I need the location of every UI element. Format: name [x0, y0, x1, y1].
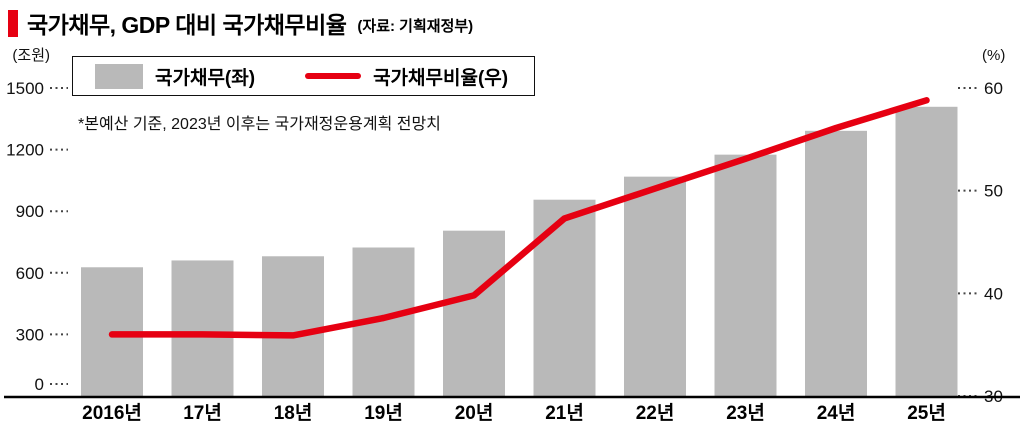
right-axis-tick-label: 40 [984, 284, 1003, 303]
right-axis-tick-label: 60 [984, 79, 1003, 98]
debt-bar [262, 256, 324, 396]
left-axis-tick-label: 1200 [6, 141, 44, 160]
x-axis-category-label: 18년 [274, 402, 313, 424]
figure-title: 국가채무, GDP 대비 국가채무비율 [27, 12, 347, 38]
figure-header: 국가채무, GDP 대비 국가채무비율 (자료: 기획재정부) [8, 6, 473, 40]
x-axis-category-label: 24년 [817, 402, 856, 424]
legend-line-label: 국가채무비율(우) [373, 67, 509, 89]
x-axis-category-label: 25년 [907, 402, 946, 424]
debt-ratio-line [108, 97, 930, 339]
legend-line-swatch [305, 73, 362, 79]
debt-bar [443, 230, 505, 396]
debt-bar [895, 106, 958, 397]
chart-note: *본예산 기준, 2023년 이후는 국가재정운용계획 전망치 [78, 116, 441, 133]
left-axis-tick-label: 1500 [6, 79, 44, 98]
debt-bar [171, 260, 234, 396]
legend-bar-swatch [95, 63, 143, 89]
title-accent-bar [8, 9, 18, 37]
x-axis-category-label: 21년 [545, 402, 584, 424]
left-axis-tick-label: 900 [16, 202, 44, 221]
figure-source: (자료: 기획재정부) [357, 17, 474, 35]
x-axis-category-label: 22년 [636, 402, 675, 424]
x-axis-category-label: 20년 [455, 402, 494, 424]
left-axis-unit: (조원) [12, 47, 50, 64]
x-axis-category-label: 19년 [364, 402, 403, 424]
debt-bar [805, 130, 867, 396]
x-axis-category-label: 17년 [183, 402, 222, 424]
debt-bar [533, 199, 596, 396]
legend-bar-label: 국가채무(좌) [155, 67, 256, 89]
left-axis-tick-label: 300 [16, 325, 44, 344]
right-axis-unit: (%) [982, 47, 1005, 64]
left-axis-tick-label: 600 [16, 264, 44, 283]
debt-bar [714, 154, 777, 396]
left-axis-tick-label: 0 [35, 375, 44, 394]
debt-bar [624, 176, 686, 396]
right-axis-tick-label: 50 [984, 182, 1003, 201]
x-axis-category-label: 23년 [726, 402, 765, 424]
x-axis-category-label: 2016년 [82, 402, 142, 424]
legend: 국가채무(좌) 국가채무비율(우) [72, 56, 536, 96]
